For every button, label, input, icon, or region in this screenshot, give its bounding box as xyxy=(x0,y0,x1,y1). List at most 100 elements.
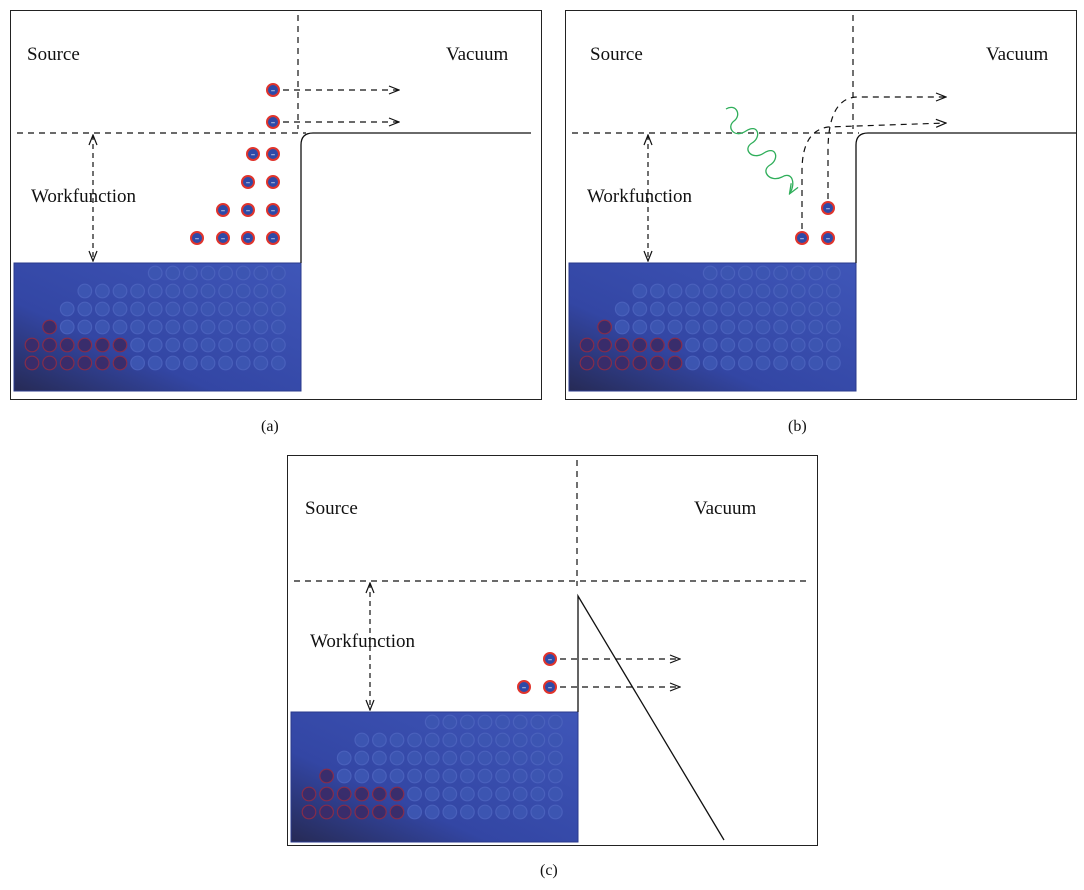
lattice-electron xyxy=(59,337,75,353)
lattice-electron xyxy=(407,750,422,766)
electron: – xyxy=(821,231,835,245)
source-label: Source xyxy=(590,44,643,65)
lattice-electron xyxy=(59,355,75,371)
lattice-electron xyxy=(477,786,493,802)
lattice-electron xyxy=(755,283,771,299)
electron: – xyxy=(266,231,280,245)
lattice-electron xyxy=(59,319,75,335)
lattice-electron xyxy=(130,337,145,353)
workfunction-label: Workfunction xyxy=(587,186,693,207)
barrier-potential xyxy=(577,593,725,841)
svg-text:–: – xyxy=(221,206,226,216)
lattice-electron xyxy=(354,732,370,748)
lattice-electron xyxy=(165,265,181,281)
lattice-electron xyxy=(459,732,475,748)
lattice-electron xyxy=(530,714,546,730)
electron: – xyxy=(241,203,255,217)
lattice-electron xyxy=(737,301,753,317)
lattice-electron xyxy=(407,786,422,802)
svg-text:–: – xyxy=(826,204,831,214)
lattice-electron xyxy=(737,283,753,299)
barrier-potential xyxy=(855,132,1076,263)
lattice-electron xyxy=(685,355,700,371)
lattice-electron xyxy=(130,319,145,335)
electron: – xyxy=(266,147,280,161)
lattice-electron xyxy=(112,355,128,371)
vacuum-label: Vacuum xyxy=(986,44,1049,65)
electron: – xyxy=(216,231,230,245)
lattice-electron xyxy=(442,714,458,730)
lattice-electron xyxy=(755,265,771,281)
lattice-electron xyxy=(354,786,370,802)
lattice-electron xyxy=(77,337,93,353)
svg-text:–: – xyxy=(826,234,831,244)
lattice-electron xyxy=(667,319,683,335)
lattice-electron xyxy=(826,319,841,335)
lattice-electron xyxy=(442,786,458,802)
lattice-electron xyxy=(182,301,198,317)
lattice-electron xyxy=(235,265,251,281)
energy-diagram-a: – – – – – – – – – – – – – xyxy=(13,15,531,392)
lattice-electron xyxy=(389,732,405,748)
lattice-electron xyxy=(649,301,665,317)
svg-text:–: – xyxy=(246,178,251,188)
lattice-electron xyxy=(548,786,563,802)
lattice-electron xyxy=(685,337,700,353)
lattice-electron xyxy=(667,283,683,299)
lattice-electron xyxy=(94,319,110,335)
lattice-electron xyxy=(790,355,806,371)
lattice-electron xyxy=(182,337,198,353)
lattice-electron xyxy=(720,355,736,371)
lattice-electron xyxy=(649,283,665,299)
lattice-electron xyxy=(407,768,422,784)
lattice-electron xyxy=(389,786,405,802)
electron: – xyxy=(246,147,260,161)
lattice-electron xyxy=(112,283,128,299)
lattice-electron xyxy=(459,714,475,730)
lattice-electron xyxy=(424,804,440,820)
lattice-electron xyxy=(371,768,387,784)
lattice-electron xyxy=(702,319,718,335)
lattice-electron xyxy=(253,319,269,335)
lattice-electron xyxy=(218,301,234,317)
lattice-electron xyxy=(808,337,824,353)
lattice-electron xyxy=(667,337,683,353)
vacuum-label: Vacuum xyxy=(694,498,757,519)
lattice-electron xyxy=(389,804,405,820)
lattice-electron xyxy=(755,301,771,317)
lattice-electron xyxy=(685,283,700,299)
lattice-electron xyxy=(702,301,718,317)
lattice-electron xyxy=(773,283,789,299)
lattice-electron xyxy=(77,301,93,317)
svg-text:–: – xyxy=(195,234,200,244)
lattice-electron xyxy=(773,301,789,317)
lattice-electron xyxy=(424,732,440,748)
lattice-electron xyxy=(235,301,251,317)
lattice-electron xyxy=(495,768,511,784)
lattice-electron xyxy=(737,355,753,371)
lattice-electron xyxy=(808,283,824,299)
svg-text:–: – xyxy=(548,683,553,693)
lattice-electron xyxy=(632,283,648,299)
electron: – xyxy=(266,115,280,129)
panel-c: – – – Source Vacuum Workfunction xyxy=(287,455,818,846)
lattice-electron xyxy=(147,301,163,317)
lattice-electron xyxy=(614,301,630,317)
lattice-electron xyxy=(459,750,475,766)
lattice-electron xyxy=(42,337,57,353)
lattice-electron xyxy=(512,714,528,730)
lattice-electron xyxy=(442,732,458,748)
barrier-potential xyxy=(300,132,531,263)
lattice-electron xyxy=(597,337,612,353)
lattice-electron xyxy=(667,301,683,317)
lattice-electron xyxy=(200,301,216,317)
lattice-electron xyxy=(147,265,163,281)
lattice-electron xyxy=(147,319,163,335)
lattice-electron xyxy=(407,804,422,820)
emission-path xyxy=(801,123,946,229)
lattice-electron xyxy=(130,283,145,299)
lattice-electron xyxy=(685,319,700,335)
lattice-electron xyxy=(737,319,753,335)
lattice-electron xyxy=(165,301,181,317)
lattice-electron xyxy=(165,337,181,353)
